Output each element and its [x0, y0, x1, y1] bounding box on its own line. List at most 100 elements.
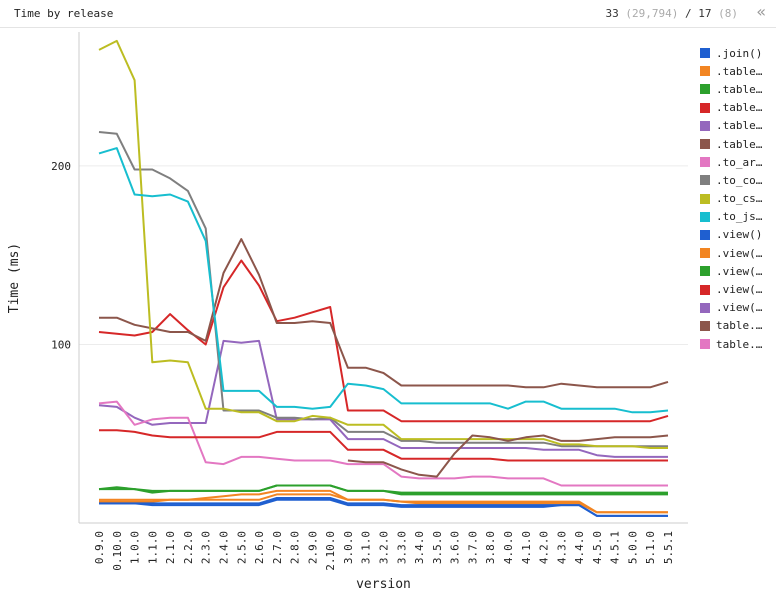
legend-item[interactable]: .view(… — [700, 299, 776, 317]
y-tick-label: 200 — [51, 160, 71, 173]
x-tick-label: 4.2.0 — [538, 531, 551, 564]
legend-item[interactable]: .to_co… — [700, 171, 776, 189]
legend-swatch — [700, 84, 710, 95]
legend-item[interactable]: .view(… — [700, 280, 776, 298]
legend-swatch — [700, 120, 710, 131]
legend-label: .table… — [716, 82, 763, 96]
x-tick-label: 5.1.0 — [644, 531, 657, 564]
legend-label: .view(… — [716, 301, 763, 315]
series-line — [98, 484, 668, 494]
series-line — [98, 39, 668, 449]
legend-label: .table… — [716, 101, 763, 115]
legend-swatch — [700, 284, 710, 295]
x-axis-title: version — [356, 577, 411, 592]
x-tick-label: 4.1.0 — [520, 531, 533, 564]
x-tick-label: 5.0.0 — [626, 531, 639, 564]
legend-swatch — [700, 102, 710, 113]
legend-label: .table… — [716, 64, 763, 78]
series-line — [98, 147, 669, 414]
legend-label: .to_js… — [716, 210, 763, 224]
x-tick-label: 2.5.0 — [235, 531, 248, 564]
legend-swatch — [700, 139, 710, 150]
series-line — [99, 238, 669, 389]
legend-item[interactable]: table.… — [700, 335, 776, 353]
legend-label: .view(… — [716, 264, 763, 278]
x-tick-label: 3.2.0 — [378, 531, 391, 564]
series-line — [347, 434, 669, 478]
count-main: 33 — [605, 7, 619, 20]
legend-item[interactable]: .join() — [700, 44, 776, 62]
legend-item[interactable]: .to_ar… — [700, 153, 776, 171]
legend-item[interactable]: .view(… — [700, 262, 776, 280]
legend-item[interactable]: .view(… — [700, 244, 776, 262]
legend-item[interactable]: .table… — [700, 99, 776, 117]
series-line — [98, 259, 669, 423]
count-main-detail: (29,794) — [625, 7, 679, 20]
legend-label: .view(… — [716, 246, 763, 260]
legend-swatch — [700, 302, 710, 313]
legend-item[interactable]: .table… — [700, 135, 776, 153]
x-tick-label: 4.5.0 — [591, 531, 604, 564]
series-line — [99, 429, 668, 462]
x-tick-label: 2.3.0 — [200, 531, 213, 564]
legend-label: .view(… — [716, 283, 763, 297]
x-tick-label: 3.3.0 — [395, 531, 408, 564]
x-tick-label: 0.9.0 — [93, 531, 106, 564]
legend-swatch — [700, 339, 710, 350]
x-tick-label: 4.4.0 — [573, 531, 586, 564]
legend-label: .to_co… — [716, 173, 763, 187]
legend-item[interactable]: .to_js… — [700, 208, 776, 226]
series-line — [98, 131, 668, 448]
legend-swatch — [700, 320, 710, 331]
x-tick-label: 1.1.0 — [146, 531, 159, 564]
x-tick-label: 3.7.0 — [466, 531, 479, 564]
legend-swatch — [700, 157, 710, 168]
series-line — [98, 339, 668, 458]
x-tick-label: 0.10.0 — [111, 531, 124, 571]
legend-swatch — [700, 229, 710, 240]
legend-item[interactable]: .table… — [700, 80, 776, 98]
legend-label: table.… — [716, 337, 763, 351]
line-chart: 100 200 0.9.0 0.10.0 1.0.0 1.1.0 2.1.0 2.2.0 2.3… — [7, 32, 688, 592]
x-tick-label: 1.0.0 — [129, 531, 142, 564]
legend-swatch — [700, 193, 710, 204]
series-line — [99, 493, 668, 514]
legend-swatch — [700, 211, 710, 222]
series-line — [99, 497, 668, 517]
y-tick-label: 100 — [51, 338, 71, 351]
legend-swatch — [700, 66, 710, 77]
legend-label: .view() — [716, 228, 763, 242]
panel-title: Time by release — [14, 7, 114, 20]
chart-legend: .join() .table… .table… .table… .table… .tabl… — [700, 44, 776, 353]
x-tick-label: 3.8.0 — [484, 531, 497, 564]
series-line — [98, 400, 668, 487]
collapse-icon[interactable]: « — [756, 2, 766, 21]
legend-swatch — [700, 48, 710, 59]
x-tick-label: 5.5.1 — [662, 531, 675, 564]
legend-swatch — [700, 266, 710, 277]
x-tick-label: 2.8.0 — [289, 531, 302, 564]
x-tick-label: 2.1.0 — [164, 531, 177, 564]
legend-item[interactable]: .to_cs… — [700, 190, 776, 208]
legend-label: .table… — [716, 119, 763, 133]
count-total-detail: (8) — [718, 7, 738, 20]
legend-item[interactable]: .view() — [700, 226, 776, 244]
x-tick-label: 2.6.0 — [253, 531, 266, 564]
x-tick-label: 3.0.0 — [342, 531, 355, 564]
count-separator: / — [685, 7, 692, 20]
legend-item[interactable]: .table… — [700, 62, 776, 80]
x-tick-label: 4.0.0 — [502, 531, 515, 564]
count-total: 17 — [698, 7, 712, 20]
panel-header: Time by release 33 (29,794) / 17 (8) « — [0, 0, 776, 28]
x-tick-label: 2.9.0 — [306, 531, 319, 564]
legend-label: .table… — [716, 137, 763, 151]
y-axis-title: Time (ms) — [7, 243, 22, 313]
x-tick-label: 3.5.0 — [431, 531, 444, 564]
x-tick-label: 2.2.0 — [182, 531, 195, 564]
result-counts: 33 (29,794) / 17 (8) — [606, 7, 738, 20]
legend-label: table.… — [716, 319, 763, 333]
legend-item[interactable]: table.… — [700, 317, 776, 335]
legend-item[interactable]: .table… — [700, 117, 776, 135]
legend-label: .join() — [716, 46, 763, 60]
legend-label: .to_cs… — [716, 192, 763, 206]
